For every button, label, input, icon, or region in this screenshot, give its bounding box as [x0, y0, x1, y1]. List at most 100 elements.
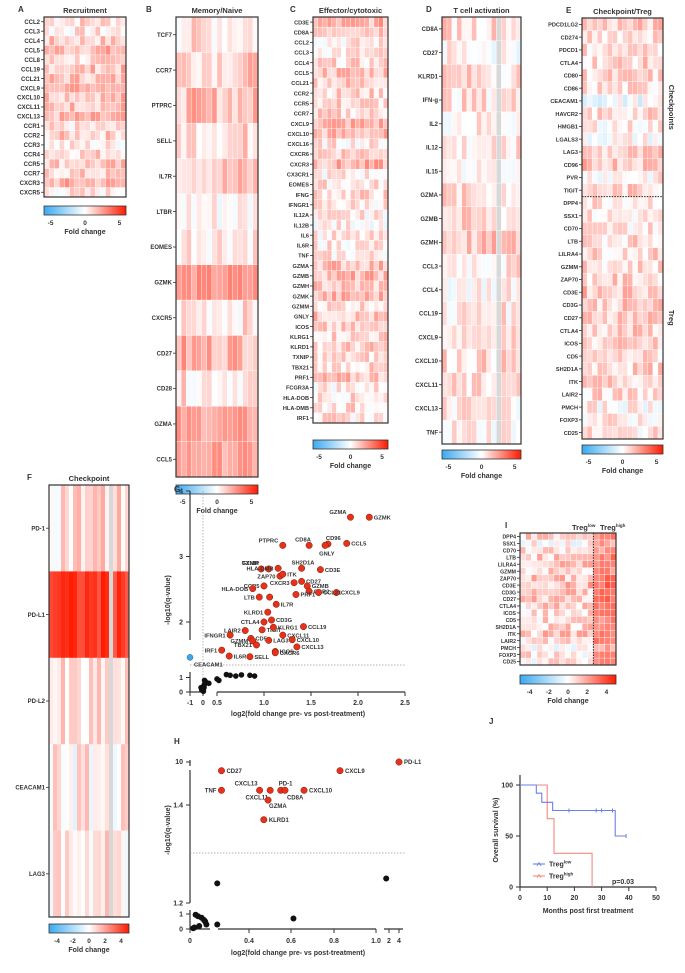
heatmap-cell: [476, 254, 483, 279]
heatmap-cell: [598, 546, 606, 555]
heatmap-cell: [471, 372, 478, 398]
heatmap-cell: [598, 623, 606, 631]
heatmap-cell: [221, 16, 228, 53]
heatmap-cell: [536, 595, 544, 603]
heatmap-cell: [593, 637, 600, 645]
heatmap-cell: [602, 196, 608, 210]
heatmap-cell: [354, 219, 361, 231]
heatmap-cell: [369, 158, 375, 170]
heatmap-cell: [350, 209, 356, 221]
heatmap-cell: [501, 396, 507, 421]
heatmap-cell: [69, 16, 76, 27]
heatmap-cell: [576, 637, 583, 645]
colorbar-tick: 2: [585, 689, 589, 696]
heatmap-cell: [559, 609, 566, 617]
data-point-significant: [249, 585, 257, 593]
heatmap-cell: [627, 119, 634, 134]
heatmap-cell: [317, 189, 323, 201]
heatmap-cell: [456, 230, 463, 255]
heatmap-cell: [570, 637, 577, 645]
data-point-significant: [225, 652, 233, 660]
heatmap-cell: [317, 402, 323, 414]
heatmap-cell: [336, 16, 342, 28]
heatmap-cell: [312, 341, 319, 353]
heatmap-cell: [89, 102, 96, 113]
heatmap-cell: [48, 102, 55, 113]
heatmap-cell: [581, 581, 589, 590]
heatmap-cell: [331, 77, 337, 89]
heatmap-cell: [647, 68, 654, 83]
heatmap-cell: [581, 196, 588, 210]
heatmap-cell: [632, 247, 639, 261]
heatmap-cell: [481, 277, 487, 303]
heatmap-cell: [536, 602, 544, 610]
y-tick-label: 1.2: [173, 901, 183, 908]
row-label: GZMK: [293, 294, 309, 300]
row-label: TNF: [298, 254, 309, 260]
heatmap-cell: [186, 16, 192, 53]
heatmap-cell: [587, 553, 594, 562]
heatmap-cell: [312, 47, 319, 59]
heatmap-cell: [369, 148, 375, 160]
heatmap-cell: [378, 412, 384, 424]
heatmap-cell: [587, 567, 594, 576]
colorbar-tick: 0: [83, 220, 87, 227]
heatmap-cell: [559, 616, 566, 624]
heatmap-cell: [622, 362, 629, 376]
heatmap-cell: [607, 56, 613, 70]
y-tick-label: 0: [509, 885, 513, 892]
row-label: CCR7: [156, 68, 173, 74]
heatmap-cell: [59, 121, 66, 132]
heatmap-cell: [350, 321, 356, 333]
x-tick-label: 20: [571, 895, 579, 902]
x-tick-label: -1: [187, 700, 193, 707]
heatmap-cell: [602, 298, 608, 312]
heatmap-cell: [602, 349, 608, 363]
heatmap-cell: [510, 182, 517, 208]
data-point-significant: [347, 513, 354, 521]
heatmap-cell: [491, 230, 497, 255]
heatmap-cell: [49, 485, 54, 572]
heatmap-cell: [617, 311, 624, 325]
heatmap-cell: [345, 341, 352, 353]
heatmap-cell: [89, 73, 96, 84]
heatmap-cell: [548, 657, 555, 666]
heatmap-cell: [617, 336, 624, 351]
heatmap-cell: [336, 209, 342, 221]
heatmap-cell: [591, 375, 598, 389]
heatmap-cell: [586, 260, 593, 274]
heatmap-cell: [637, 311, 644, 325]
heatmap-cell: [326, 250, 333, 262]
heatmap-cell: [211, 52, 218, 89]
row-label: KLRD1: [290, 345, 309, 351]
heatmap-cell: [446, 277, 453, 303]
heatmap-cell: [581, 553, 589, 562]
heatmap-cell: [505, 87, 512, 113]
heatmap-cell: [69, 26, 76, 37]
heatmap-cell: [54, 111, 60, 122]
heatmap-cell: [84, 102, 91, 113]
row-label: IFNG: [296, 193, 309, 199]
heatmap-cell: [604, 657, 611, 666]
heatmap-cell: [350, 97, 356, 109]
heatmap-cell: [317, 321, 323, 333]
heatmap-cell: [317, 77, 323, 89]
heatmap-cell: [350, 229, 356, 241]
heatmap-cell: [317, 382, 323, 394]
heatmap-cell: [43, 35, 50, 46]
row-label: IRF1: [297, 416, 309, 422]
heatmap-cell: [466, 64, 473, 89]
heatmap-cell: [105, 26, 112, 37]
row-label: ICOS: [503, 611, 516, 617]
heatmap-cell: [196, 264, 203, 301]
heatmap-cell: [602, 17, 608, 32]
heatmap-cell: [345, 37, 352, 48]
row-label: CCL19: [419, 312, 439, 318]
panel-label: C: [290, 5, 296, 14]
heatmap-cell: [586, 336, 593, 351]
heatmap-cell: [93, 485, 98, 572]
heatmap-cell: [622, 221, 629, 236]
heatmap-cell: [359, 148, 366, 160]
heatmap-cell: [607, 196, 613, 210]
heatmap-cell: [359, 16, 366, 28]
